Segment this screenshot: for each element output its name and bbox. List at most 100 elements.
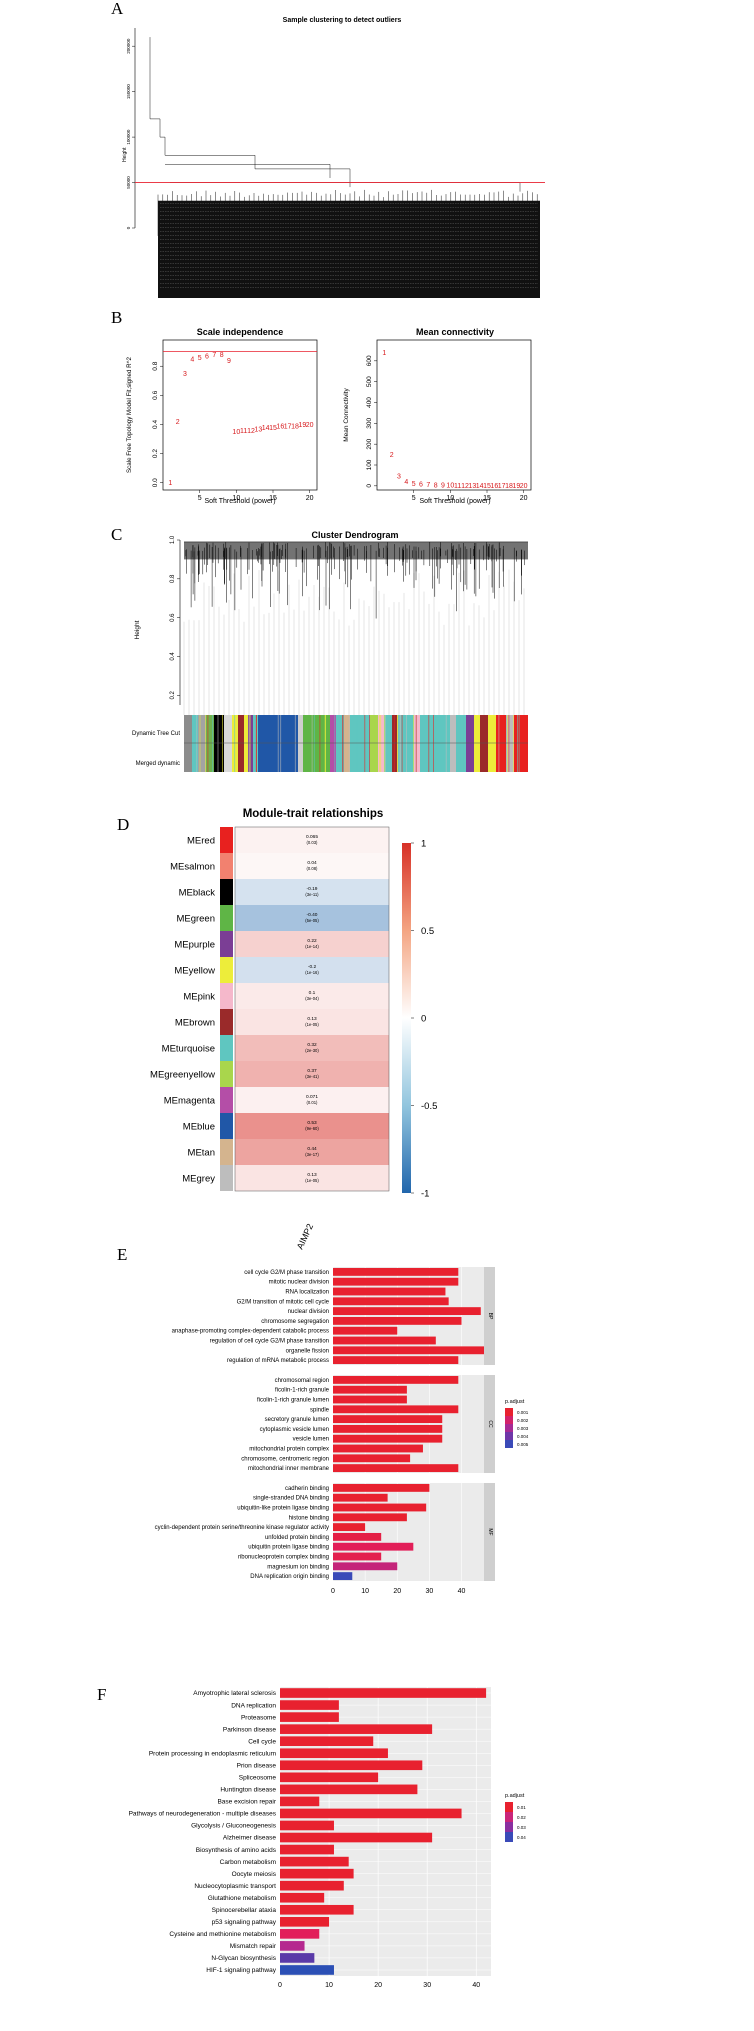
f-bar-12 [280, 1832, 433, 1843]
c-module-stripe-22 [403, 715, 405, 772]
d-cell-corr-0: 0.065 [306, 834, 318, 840]
f-legend-swatch-0 [505, 1802, 513, 1812]
e-legend-tick-3: 0.004 [517, 1434, 529, 1439]
e-bar-1-6 [333, 1434, 443, 1443]
d-module-swatch-3 [220, 905, 233, 931]
e-label-2-5: unfolded protein binding [265, 1535, 329, 1541]
b1-point-7: 7 [212, 352, 216, 359]
f-bar-18 [280, 1904, 354, 1915]
b1-point-19: 19 [298, 422, 306, 429]
d-cell-7 [235, 1009, 389, 1035]
b1-point-8: 8 [220, 352, 224, 359]
b2-ytick-label-6: 600 [366, 355, 373, 366]
c-module-color-32 [506, 715, 514, 772]
f-legend-swatch-1 [505, 1812, 513, 1822]
d-module-swatch-10 [220, 1087, 233, 1113]
d-module-swatch-4 [220, 931, 233, 957]
c-module-color-17 [350, 715, 370, 772]
c-module-stripe-37 [342, 715, 344, 772]
e-bar-2-5 [333, 1532, 382, 1541]
c-module-color-23 [414, 715, 420, 772]
d-cell-corr-9: 0.37 [307, 1068, 317, 1074]
d-module-swatch-11 [220, 1113, 233, 1139]
e-label-1-7: mitochondrial protein complex [249, 1447, 329, 1453]
c-module-color-4 [214, 715, 224, 772]
f-legend-tick-0: 0.01 [517, 1805, 526, 1810]
b2-point-9: 9 [441, 483, 445, 490]
c-module-stripe-11 [491, 715, 492, 772]
b2-ylabel: Mean Connectivity [343, 388, 350, 442]
f-label-5: Protein processing in endoplasmic reticu… [149, 1750, 276, 1757]
e-xtick-label-4: 40 [458, 1588, 466, 1595]
f-legend-swatch-3 [505, 1832, 513, 1842]
d-cbar-label-1: 0.5 [421, 926, 434, 937]
d-cell-p-10: (0.01) [307, 1100, 319, 1105]
e-label-1-5: cytoplasmic vesicle lumen [260, 1427, 329, 1433]
b2-point-13: 13 [468, 483, 476, 490]
f-bar-17 [280, 1892, 325, 1903]
d-module-label-0: MEred [187, 836, 215, 847]
d-cell-p-9: (3e-41) [305, 1074, 319, 1079]
d-heatmap-frame [234, 826, 390, 1192]
b2-point-10: 10 [446, 483, 454, 490]
d-cell-corr-5: -0.2 [308, 964, 317, 970]
b2-ytick-label-2: 200 [366, 438, 373, 449]
d-module-label-5: MEyellow [174, 966, 215, 977]
e-label-0-0: cell cycle G2/M phase transition [244, 1270, 329, 1276]
e-bar-1-3 [333, 1405, 459, 1414]
c-module-stripe-26 [517, 715, 518, 772]
d-xlabel: AIMP2 [295, 1222, 315, 1251]
e-label-1-3: spindle [310, 1407, 330, 1413]
f-legend-title: p.adjust [505, 1793, 525, 1799]
e-label-0-1: mitotic nuclear division [269, 1280, 329, 1286]
c-module-stripe-52 [406, 715, 407, 772]
c-module-stripe-19 [325, 715, 326, 772]
e-legend-swatch-1 [505, 1416, 513, 1424]
c-module-stripe-59 [413, 715, 414, 772]
b2-point-7: 7 [426, 482, 430, 489]
f-legend-tick-3: 0.04 [517, 1835, 526, 1840]
c-module-color-24 [420, 715, 450, 772]
e-xtick-label-0: 0 [331, 1588, 335, 1595]
c-module-stripe-39 [222, 715, 223, 772]
d-module-swatch-1 [220, 853, 233, 879]
panel-e: BP cell cycle G2/M phase transition mitoti… [155, 1267, 529, 1595]
panel-label-e: E [117, 1245, 127, 1264]
b1-xtick-label-1: 10 [232, 495, 240, 502]
c-module-stripe-14 [313, 715, 315, 772]
b1-ytick-label-2: 0.4 [152, 420, 159, 429]
b1-ylabel: Scale Free Topology Model Fit,signed R^2 [126, 356, 133, 473]
c-module-color-16 [344, 715, 350, 772]
a-ytick-label-0: 0 [126, 226, 131, 229]
c-ytick-label-1: 0.4 [170, 652, 176, 661]
f-label-22: N-Glycan biosynthesis [211, 1955, 276, 1962]
b2-xtick-label-1: 10 [446, 495, 454, 502]
d-module-label-1: MEsalmon [170, 862, 215, 873]
e-bar-2-7 [333, 1552, 382, 1561]
f-label-0: Amyotrophic lateral sclerosis [193, 1690, 276, 1697]
e-label-0-5: chromosome segregation [261, 1319, 329, 1325]
f-label-3: Parkinson disease [223, 1726, 276, 1733]
b2-ytick-label-1: 100 [366, 459, 373, 470]
e-label-2-2: ubiquitin-like protein ligase binding [237, 1506, 329, 1512]
d-cell-5 [235, 957, 389, 983]
e-label-1-6: vesicle lumen [293, 1437, 329, 1443]
f-bar-16 [280, 1880, 344, 1891]
f-label-12: Alzheimer disease [223, 1835, 276, 1842]
b2-ytick-label-5: 500 [366, 376, 373, 387]
c-module-stripe-58 [334, 715, 336, 772]
e-label-2-4: cyclin-dependent protein serine/threonin… [155, 1525, 329, 1531]
e-label-2-8: magnesium ion binding [267, 1564, 329, 1570]
f-bar-3 [280, 1724, 433, 1734]
e-legend-title: p.adjust [505, 1399, 525, 1405]
d-colorbar [402, 843, 411, 1193]
b2-point-5: 5 [412, 481, 416, 488]
panel-b-mean-connectivity: Mean connectivity Soft Threshold (power)… [343, 327, 532, 505]
c-module-stripe-55 [324, 715, 326, 772]
c-module-stripe-2 [212, 715, 213, 772]
e-label-1-4: secretory granule lumen [265, 1417, 329, 1423]
f-bar-2 [280, 1712, 339, 1722]
d-title: Module-trait relationships [243, 808, 384, 820]
b2-xlabel: Soft Threshold (power) [419, 498, 490, 505]
b1-point-1: 1 [168, 480, 172, 487]
